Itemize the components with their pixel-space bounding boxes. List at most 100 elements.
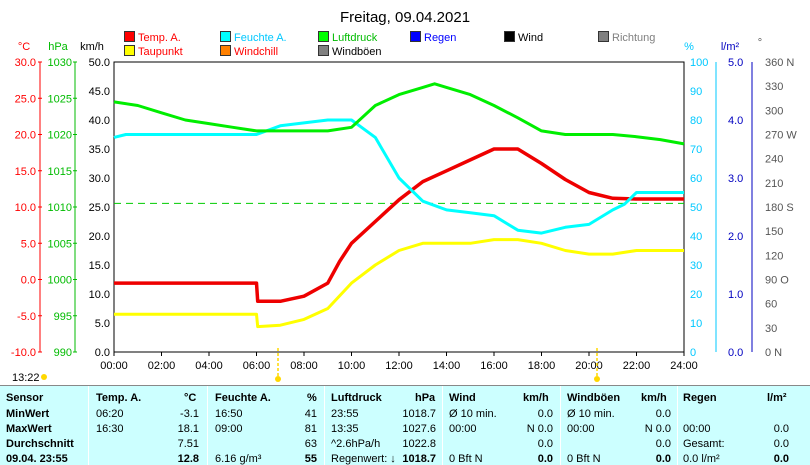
temp-tick-label: -10.0	[11, 347, 36, 359]
rain-axis-unit: l/m²	[721, 41, 740, 53]
temp-tick-label: 25.0	[15, 93, 36, 105]
x-tick-label: 08:00	[290, 360, 318, 372]
table-cell-temp-val: -3.1	[180, 408, 199, 420]
table-cell-wind-time: 00:00	[449, 423, 477, 435]
pressure-tick-label: 1025	[48, 93, 72, 105]
pressure-tick-label: 1030	[48, 57, 72, 69]
bottom-time: 13:22	[12, 372, 40, 384]
wind-tick-label: 25.0	[89, 202, 110, 214]
pressure-tick-label: 1005	[48, 238, 72, 250]
table-cell-hum-time: 16:50	[215, 408, 243, 420]
column-separator	[207, 386, 208, 465]
x-tick-label: 00:00	[100, 360, 128, 372]
legend-item: Wind	[504, 31, 543, 44]
table-cell-gust-val: 0.0	[655, 453, 671, 465]
legend-swatch	[220, 31, 231, 42]
pressure-tick-label: 1010	[48, 202, 72, 214]
direction-tick-label: 330	[765, 81, 783, 93]
table-cell-label: 09.04. 23:55	[6, 453, 68, 465]
table-divider	[0, 385, 810, 386]
legend-item: Regen	[410, 31, 456, 44]
table-cell-wind-val: 0.0	[537, 408, 553, 420]
column-separator	[442, 386, 443, 465]
stats-table: Sensor Temp. A. °C Feuchte A. % Luftdruc…	[0, 386, 810, 465]
temp-tick-label: 0.0	[21, 275, 36, 287]
table-cell-press-time: 13:35	[331, 423, 359, 435]
legend-item: Windchill	[220, 45, 278, 58]
table-cell-gust-time: 0 Bft N	[567, 453, 601, 465]
pressure-tick-label: 990	[54, 347, 72, 359]
legend-label: Richtung	[612, 32, 656, 44]
table-cell-press-time: Regenwert: ↓	[331, 453, 396, 465]
header-wind: Wind	[449, 392, 476, 404]
wind-axis-unit: km/h	[80, 41, 104, 53]
direction-tick-label: 120	[765, 250, 783, 262]
x-tick-label: 14:00	[433, 360, 461, 372]
table-cell-press-val: 1018.7	[402, 408, 436, 420]
weather-chart: Freitag, 09.04.2021 °C hPa km/h% l/m² ° 30.0 25…	[11, 9, 797, 382]
direction-axis-unit: °	[758, 37, 762, 49]
header-rain: Regen	[683, 392, 717, 404]
table-cell-temp-val: 18.1	[177, 423, 199, 435]
header-gust: Windböen	[567, 392, 621, 404]
wind-tick-label: 45.0	[89, 86, 110, 98]
legend-label: Wind	[518, 32, 544, 44]
table-cell-label: MaxWert	[6, 423, 52, 435]
header-gust-unit: km/h	[641, 392, 667, 404]
x-tick-label: 10:00	[338, 360, 366, 372]
legend-item: Richtung	[598, 31, 655, 44]
humidity-axis-unit: %	[684, 41, 694, 53]
legend-swatch	[220, 45, 231, 56]
direction-tick-label: 60	[765, 299, 777, 311]
table-cell-hum-val: 81	[304, 423, 317, 435]
table-cell-rain-val: 0.0	[773, 438, 789, 450]
wind-tick-label: 15.0	[89, 260, 110, 272]
direction-tick-label: 0 N	[765, 347, 782, 359]
table-cell-temp-val: 12.8	[177, 453, 199, 465]
column-separator	[88, 386, 89, 465]
x-tick-label: 24:00	[670, 360, 698, 372]
humidity-tick-label: 80	[690, 115, 702, 127]
humidity-tick-label: 60	[690, 173, 702, 185]
column-separator	[560, 386, 561, 465]
rain-tick-label: 3.0	[728, 173, 743, 185]
rain-tick-label: 1.0	[728, 289, 743, 301]
header-rain-unit: l/m²	[767, 392, 787, 404]
table-cell-temp-time: 06:20	[96, 408, 124, 420]
table-cell-wind-val: 0.0	[537, 453, 553, 465]
direction-tick-label: 240	[765, 154, 783, 166]
direction-tick-label: 90 O	[765, 275, 789, 287]
header-press: Luftdruck	[331, 392, 382, 404]
direction-tick-label: 210	[765, 178, 783, 190]
rain-tick-label: 5.0	[728, 57, 743, 69]
legend-item: Luftdruck	[318, 31, 377, 44]
table-cell-press-val: 1022.8	[402, 438, 436, 450]
table-cell-gust-val: 0.0	[655, 408, 671, 420]
table-cell-gust-val: N 0.0	[644, 423, 671, 435]
legend-label: Feuchte A.	[234, 32, 287, 44]
wind-tick-label: 20.0	[89, 231, 110, 243]
chart-title: Freitag, 09.04.2021	[340, 9, 470, 26]
wind-tick-label: 40.0	[89, 115, 110, 127]
humidity-tick-label: 30	[690, 260, 702, 272]
legend-item: Feuchte A.	[220, 31, 287, 44]
table-cell-press-val: 1027.6	[402, 423, 436, 435]
table-cell-hum-val: 63	[304, 438, 317, 450]
x-tick-label: 18:00	[528, 360, 556, 372]
pressure-tick-label: 995	[54, 311, 72, 323]
wind-tick-label: 5.0	[95, 318, 110, 330]
header-temp: Temp. A.	[96, 392, 142, 404]
direction-tick-label: 360 N	[765, 57, 794, 69]
legend-swatch	[318, 31, 329, 42]
rain-tick-label: 2.0	[728, 231, 743, 243]
header-temp-unit: °C	[184, 392, 197, 404]
temp-tick-label: 5.0	[21, 238, 36, 250]
legend-item: Windböen	[318, 45, 382, 58]
legend-label: Luftdruck	[332, 32, 378, 44]
table-cell-wind-val: 0.0	[537, 438, 553, 450]
legend-swatch	[598, 31, 609, 42]
wind-tick-label: 35.0	[89, 144, 110, 156]
temp-tick-label: 15.0	[15, 166, 36, 178]
table-cell-wind-val: N 0.0	[526, 423, 553, 435]
pressure-tick-label: 1000	[48, 275, 72, 287]
